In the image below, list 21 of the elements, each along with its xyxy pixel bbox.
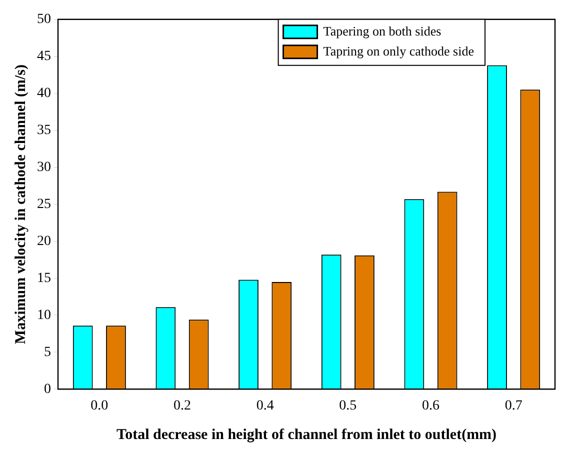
legend-label: Tapring on only cathode side (323, 43, 474, 58)
x-tick-label: 0.2 (174, 398, 191, 414)
y-axis-title: Maximum velocity in cathode channel (m/s) (12, 64, 29, 344)
y-tick-label: 0 (44, 382, 51, 397)
y-tick-label: 10 (37, 308, 51, 323)
y-tick-label: 15 (37, 270, 51, 286)
x-tick-label: 0.6 (422, 398, 440, 414)
y-tick-label: 45 (37, 49, 51, 64)
x-axis-title: Total decrease in height of channel from inlet to outlet(mm) (116, 426, 497, 443)
x-tick-label: 0.7 (504, 398, 522, 414)
y-tick-label: 50 (37, 12, 51, 28)
y-tick-label: 20 (37, 234, 51, 249)
y-tick-label: 30 (37, 160, 51, 175)
legend-label: Tapering on both sides (323, 23, 442, 38)
y-tick-label: 5 (44, 344, 51, 360)
y-tick-label: 35 (37, 123, 51, 138)
y-tick-label: 25 (37, 196, 51, 212)
x-tick-label: 0.0 (90, 398, 108, 414)
x-tick-label: 0.5 (339, 398, 357, 414)
y-tick-label: 40 (37, 86, 51, 102)
x-tick-label: 0.4 (256, 398, 274, 414)
